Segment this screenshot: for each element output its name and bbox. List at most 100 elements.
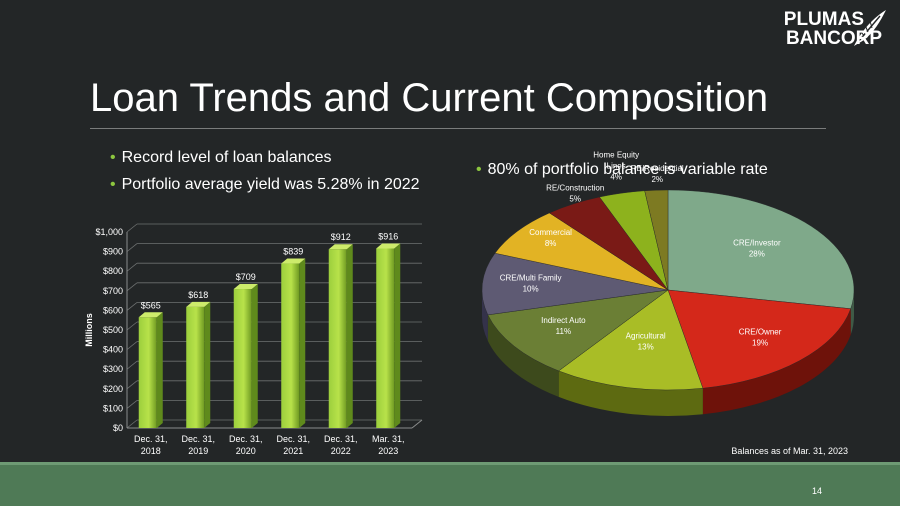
grid-diagonal — [126, 282, 138, 292]
bar-front — [186, 306, 205, 428]
x-tick-label: Dec. 31, — [181, 434, 215, 444]
x-tick-label: Dec. 31, — [324, 434, 358, 444]
pie-pct-label: 19% — [752, 338, 768, 347]
footer-strip — [0, 462, 900, 465]
page-number: 14 — [811, 486, 822, 496]
bar — [281, 258, 306, 428]
data-label: $618 — [188, 290, 208, 300]
bar-top — [328, 244, 353, 250]
pie-slice-side — [558, 370, 703, 416]
grid-diagonal — [126, 380, 138, 390]
pie-slice-label: Agricultural — [626, 332, 666, 341]
data-label: $916 — [378, 231, 398, 241]
y-tick-label: $900 — [103, 247, 123, 257]
bar-front — [328, 249, 347, 428]
pie-slice — [558, 289, 704, 391]
pie-pct-label: 10% — [523, 284, 539, 293]
data-label: $912 — [331, 232, 351, 242]
bullet-icon: • — [476, 161, 482, 178]
y-tick-label: $700 — [103, 286, 123, 296]
x-tick-label: Dec. 31, — [134, 434, 168, 444]
pie-pct-label: 28% — [749, 249, 765, 258]
pie-slice-label: CRE/Owner — [739, 327, 782, 336]
pie-slice-label: CRE/Multi Family — [500, 273, 562, 282]
grid-diagonal — [126, 321, 138, 331]
bar — [328, 244, 353, 428]
grid-diagonal — [126, 419, 138, 429]
bullet-text: 80% of portfolio balance is variable rat… — [487, 161, 768, 178]
bar-top — [376, 243, 401, 249]
bar-side — [299, 258, 306, 428]
x-tick-label: Mar. 31, — [372, 434, 405, 444]
pie-slice-label: Home Equity — [593, 151, 639, 160]
pie-slice — [487, 289, 669, 372]
pie-pct-label: 2% — [651, 175, 663, 184]
x-tick-label: Dec. 31, — [276, 434, 310, 444]
bar-top — [186, 301, 211, 307]
pie-slice — [494, 212, 669, 291]
bar — [186, 301, 211, 428]
y-tick-label: $400 — [103, 345, 123, 355]
logo — [736, 10, 886, 58]
grid-diagonal — [126, 400, 138, 409]
grid-diagonal — [126, 262, 138, 272]
chart-footnote: Balances as of Mar. 31, 2023 — [731, 446, 848, 456]
pie-slice-label: CRE/Investor — [733, 238, 781, 247]
bar-top — [138, 312, 163, 318]
x-tick-label: 2019 — [188, 446, 208, 456]
floor-edge — [411, 419, 423, 429]
y-tick-label: $800 — [103, 266, 123, 276]
grid-diagonal — [126, 223, 138, 233]
pie-sides — [482, 290, 854, 416]
data-label: $839 — [283, 247, 303, 257]
y-tick-label: $0 — [113, 423, 123, 433]
pie-slice — [667, 289, 851, 389]
pie-slice — [644, 189, 669, 291]
pie-pct-label: 8% — [545, 239, 557, 248]
x-tick-label: Dec. 31, — [229, 434, 263, 444]
y-axis-label: Millions — [84, 313, 94, 347]
pie-pct-label: 4% — [610, 173, 622, 182]
bullet-item: • Record level of loan balances — [110, 146, 420, 170]
y-tick-label: $200 — [103, 384, 123, 394]
feather-icon — [854, 10, 886, 46]
pie-pct-label: 13% — [638, 343, 654, 352]
y-tick-label: $600 — [103, 305, 123, 315]
title-divider — [90, 128, 826, 129]
x-tick-label: 2022 — [331, 446, 351, 456]
pie-slice-label: RE/Construction — [546, 184, 604, 193]
x-tick-label: 2023 — [378, 446, 398, 456]
grid-diagonal — [126, 302, 138, 311]
bar-side — [156, 312, 163, 428]
bar-side — [251, 284, 258, 428]
left-bullets: • Record level of loan balances • Portfoli… — [110, 146, 420, 200]
pie-slice-label: RE/Residential — [631, 164, 684, 173]
bullet-item: • Portfolio average yield was 5.28% in 20… — [110, 173, 420, 197]
bar-front — [376, 248, 395, 428]
grid-diagonal — [126, 341, 138, 350]
bar-front — [138, 317, 157, 428]
right-bullet: • 80% of portfolio balance is variable ra… — [476, 161, 768, 179]
grid-diagonal — [126, 243, 138, 252]
pie-slice-label: Lines — [607, 162, 626, 171]
data-label: $565 — [141, 300, 161, 310]
pie-slice-side — [702, 308, 851, 415]
pie-pct-label: 11% — [556, 327, 571, 336]
y-tick-label: $500 — [103, 325, 123, 335]
bullet-icon: • — [110, 176, 116, 193]
bar-side — [394, 243, 401, 428]
pie-slice-side — [487, 314, 559, 397]
bar-top — [233, 284, 258, 290]
pie-slice — [667, 189, 855, 309]
logo-line1: PLUMAS — [783, 9, 864, 30]
y-tick-label: $1,000 — [95, 227, 123, 237]
data-label: $709 — [236, 272, 256, 282]
pie-slice-label: Commercial — [529, 228, 572, 237]
bar-front — [233, 289, 252, 428]
x-tick-label: 2021 — [283, 446, 303, 456]
page-title: Loan Trends and Current Composition — [90, 76, 769, 120]
bar-side — [204, 301, 211, 428]
bullet-icon: • — [110, 149, 116, 166]
